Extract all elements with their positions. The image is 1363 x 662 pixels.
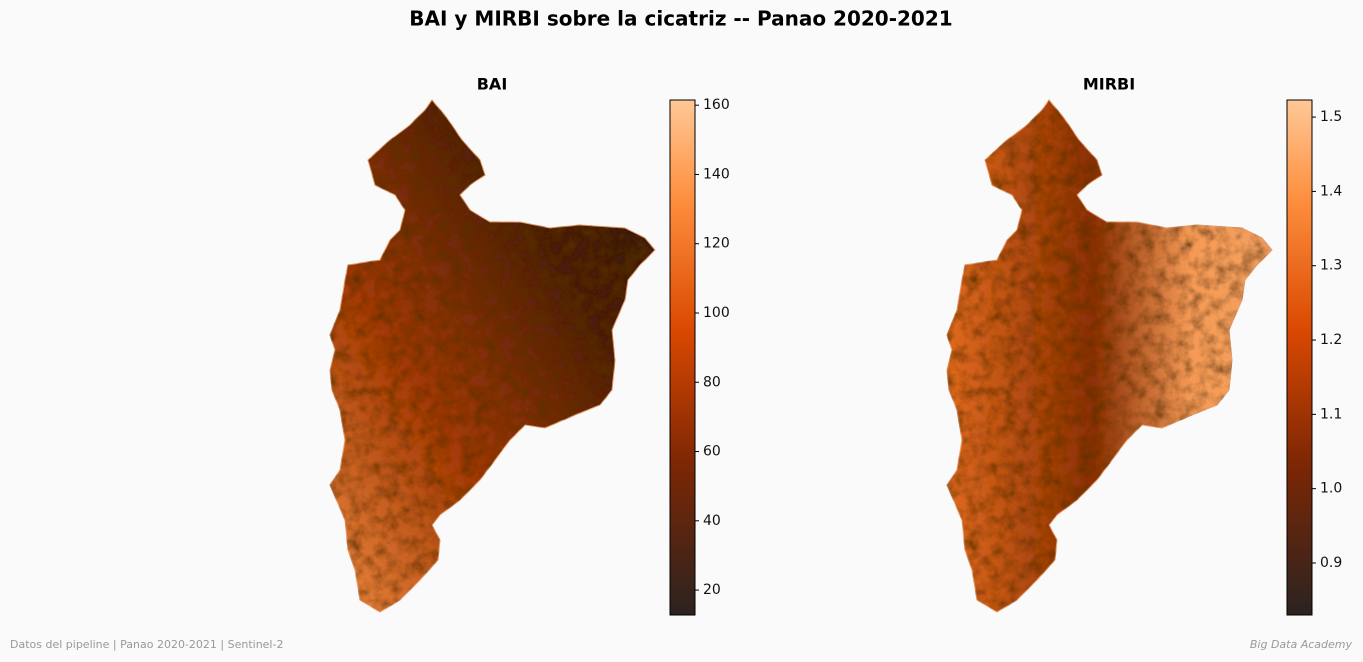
colorbar-tick-label: 1.0 <box>1320 481 1342 497</box>
colorbar-tick-label: 140 <box>703 166 730 182</box>
colorbar-tick-label: 160 <box>703 97 730 113</box>
colorbar <box>669 99 696 616</box>
footer-right: Big Data Academy <box>1250 638 1353 651</box>
map <box>946 99 1273 613</box>
map <box>329 99 656 613</box>
colorbar-tick-label: 1.5 <box>1320 109 1342 125</box>
panel-title: BAI <box>477 75 508 94</box>
figure-title: BAI y MIRBI sobre la cicatriz -- Panao 2… <box>409 7 952 31</box>
colorbar-tick-label: 20 <box>703 582 721 598</box>
panel: BAI 20 40 60 80 100 120 140 160 <box>329 75 730 616</box>
colorbar-tick-label: 1.1 <box>1320 406 1342 422</box>
colorbar-tick-label: 100 <box>703 305 730 321</box>
colorbar-tick-label: 1.4 <box>1320 183 1342 199</box>
panel-title: MIRBI <box>1083 75 1135 94</box>
colorbar-tick-label: 60 <box>703 444 721 460</box>
colorbar-tick-label: 40 <box>703 513 721 529</box>
colorbar-tick-label: 1.3 <box>1320 258 1342 274</box>
colorbar <box>1286 99 1313 616</box>
colorbar-tick-label: 1.2 <box>1320 332 1342 348</box>
colorbar-tick-label: 120 <box>703 236 730 252</box>
footer-left: Datos del pipeline | Panao 2020-2021 | S… <box>10 638 283 651</box>
colorbar-tick-label: 80 <box>703 374 721 390</box>
panel: MIRBI 0.9 1.0 1.1 1.2 1.3 1.4 1.5 <box>946 75 1342 616</box>
colorbar-tick-label: 0.9 <box>1320 555 1342 571</box>
